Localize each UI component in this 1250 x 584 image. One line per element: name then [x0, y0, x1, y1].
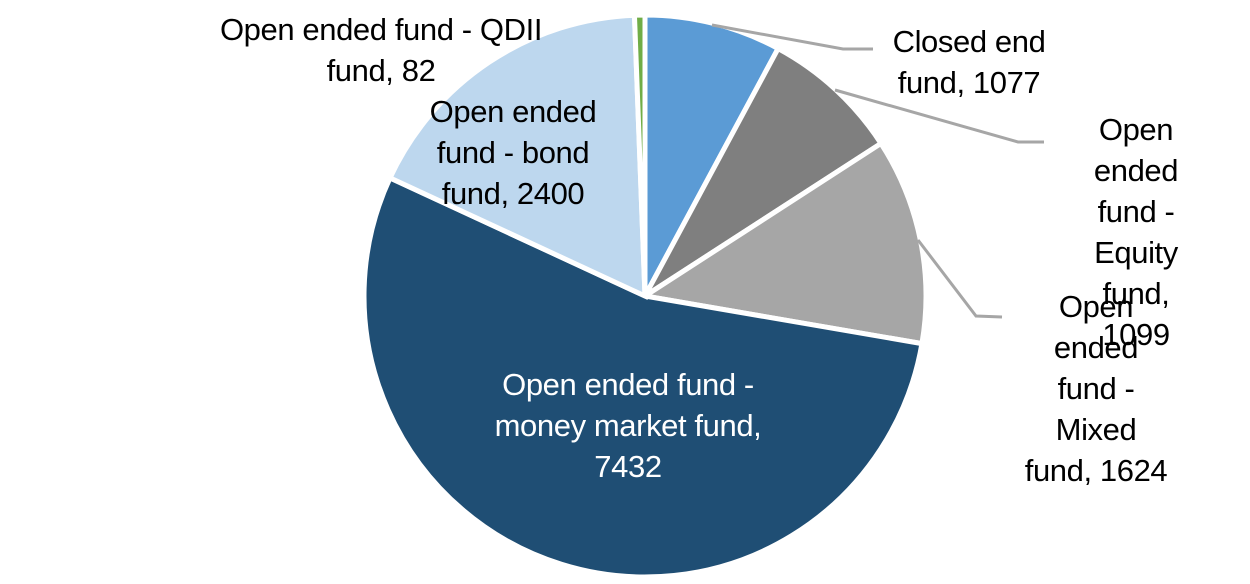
label-equity-fund: Open ended fund - Equity fund, 1099 — [1093, 112, 1179, 352]
label-closed-end-fund: Closed end fund, 1077 — [892, 24, 1046, 100]
pie-slice-open-ended-fund-money-market-fund — [361, 174, 925, 580]
leader-line-mixed-fund — [916, 239, 1003, 319]
label-money-market-fund: Open ended fund - money market fund, 743… — [494, 367, 762, 484]
label-qdii-fund: Open ended fund - QDII fund, 82 — [219, 12, 543, 88]
leader-lines — [711, 23, 1044, 319]
pie-slice-closed-end-fund — [642, 12, 782, 298]
pie-slices — [361, 12, 929, 580]
label-bond-fund: Open ended fund - bond fund, 2400 — [429, 94, 597, 211]
pie-slice-open-ended-fund-bond-fund — [386, 12, 648, 300]
leader-line-closed-end-fund — [711, 23, 873, 51]
leader-line-equity-fund — [834, 88, 1044, 144]
label-mixed-fund: Open ended fund - Mixed fund, 1624 — [1024, 289, 1168, 488]
pie-slice-open-ended-fund-mixed-fund — [638, 140, 929, 347]
pie-slice-open-ended-fund-qdii-fund — [631, 12, 648, 297]
